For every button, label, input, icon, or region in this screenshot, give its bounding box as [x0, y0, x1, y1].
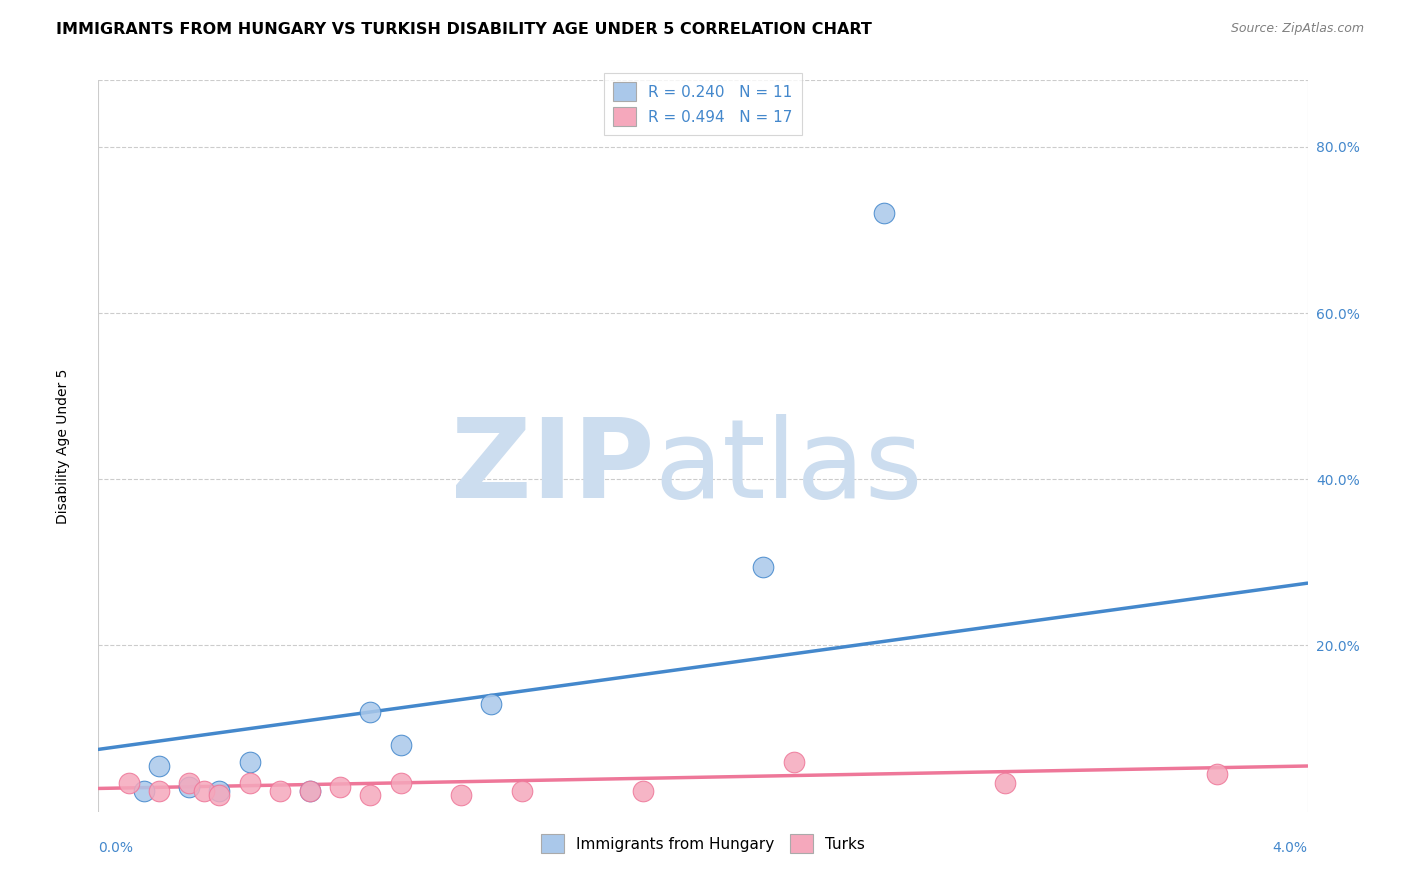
Point — [179, 775, 201, 789]
Point — [1206, 767, 1229, 781]
Point — [299, 784, 322, 798]
Point — [239, 775, 262, 789]
Point — [208, 788, 231, 802]
Text: Disability Age Under 5: Disability Age Under 5 — [56, 368, 70, 524]
Point — [360, 705, 382, 719]
Point — [389, 738, 412, 752]
Legend: Immigrants from Hungary, Turks: Immigrants from Hungary, Turks — [536, 828, 870, 859]
Point — [631, 784, 654, 798]
Text: atlas: atlas — [655, 415, 924, 522]
Point — [239, 755, 262, 769]
Point — [148, 784, 170, 798]
Text: 4.0%: 4.0% — [1272, 841, 1308, 855]
Point — [193, 784, 215, 798]
Point — [148, 759, 170, 773]
Point — [299, 784, 322, 798]
Point — [118, 775, 141, 789]
Point — [269, 784, 291, 798]
Point — [510, 784, 533, 798]
Point — [450, 788, 472, 802]
Point — [208, 784, 231, 798]
Text: 0.0%: 0.0% — [98, 841, 134, 855]
Point — [994, 775, 1017, 789]
Point — [481, 697, 503, 711]
Point — [389, 775, 412, 789]
Text: ZIP: ZIP — [451, 415, 655, 522]
Text: IMMIGRANTS FROM HUNGARY VS TURKISH DISABILITY AGE UNDER 5 CORRELATION CHART: IMMIGRANTS FROM HUNGARY VS TURKISH DISAB… — [56, 22, 872, 37]
Point — [179, 780, 201, 794]
Point — [873, 206, 896, 220]
Point — [783, 755, 806, 769]
Point — [360, 788, 382, 802]
Point — [752, 559, 775, 574]
Point — [329, 780, 352, 794]
Text: Source: ZipAtlas.com: Source: ZipAtlas.com — [1230, 22, 1364, 36]
Point — [132, 784, 155, 798]
